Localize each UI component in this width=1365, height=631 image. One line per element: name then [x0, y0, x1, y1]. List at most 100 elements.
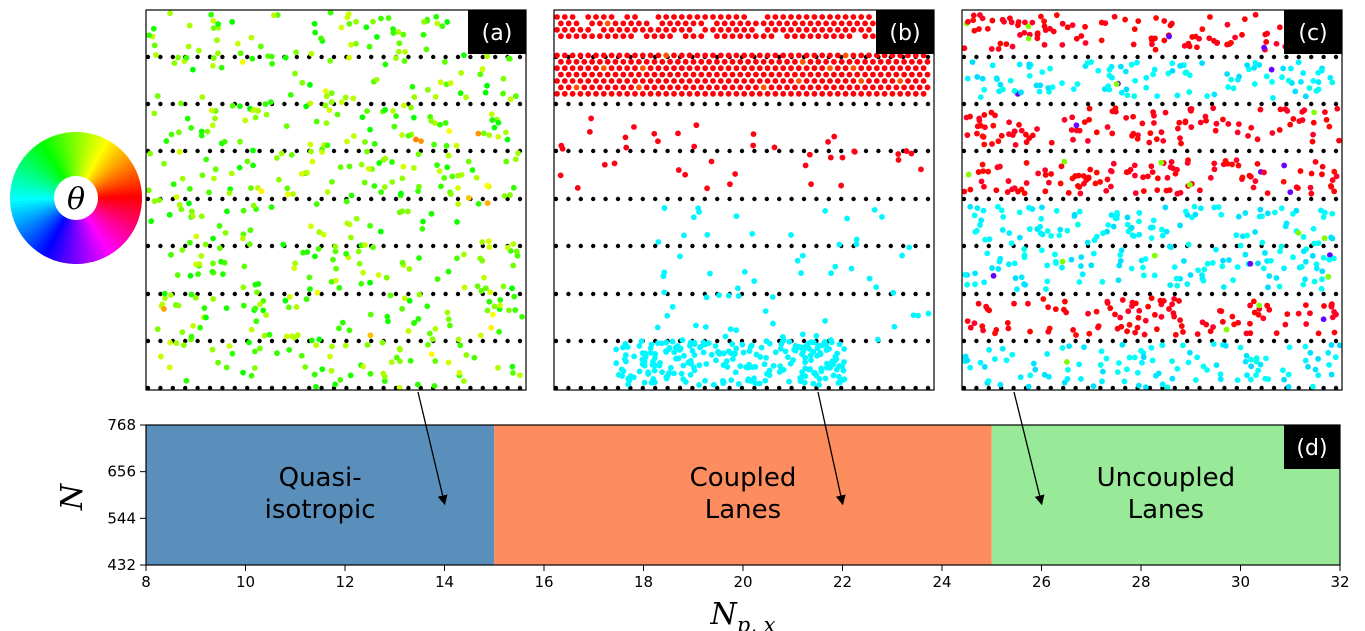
lane-particle	[1073, 122, 1080, 129]
particle	[199, 94, 206, 100]
lane-particle	[1241, 16, 1248, 23]
particle	[229, 350, 236, 357]
cyan-lane-particle	[720, 362, 727, 368]
lane-particle	[1027, 328, 1033, 335]
pinning-site	[1147, 385, 1153, 390]
red-lane-particle	[799, 84, 806, 91]
lane-particle	[1117, 252, 1124, 258]
pinning-site	[690, 385, 695, 390]
pinning-site	[665, 148, 670, 154]
particle	[348, 234, 354, 241]
particle	[180, 342, 187, 349]
pinning-site	[431, 54, 436, 60]
cyan-particle	[762, 308, 769, 315]
red-lane-particle	[831, 33, 837, 40]
red-lane-particle	[655, 65, 662, 72]
red-lane-particle	[745, 58, 751, 65]
particle	[479, 66, 486, 72]
pinning-site	[331, 196, 337, 202]
particle	[454, 255, 460, 262]
lane-particle	[1226, 41, 1233, 47]
particle	[322, 102, 329, 109]
panel-c-tag-box	[1284, 10, 1342, 54]
red-lane-particle	[795, 26, 802, 33]
lane-particle	[1186, 89, 1193, 95]
lane-particle	[1112, 311, 1118, 318]
particle	[505, 55, 512, 62]
pinning-site	[1247, 385, 1252, 390]
red-lane-particle	[554, 26, 560, 33]
red-lane-particle	[702, 26, 709, 33]
pinning-site	[245, 54, 250, 60]
lane-particle	[1029, 19, 1036, 26]
cyan-lane-particle	[624, 344, 631, 350]
pinning-site	[381, 101, 386, 107]
particle	[188, 124, 195, 131]
lane-particle	[1124, 221, 1131, 228]
red-lane-particle	[628, 58, 634, 65]
red-lane-particle	[733, 78, 740, 84]
pinning-site	[245, 196, 250, 202]
pinning-site	[220, 54, 225, 60]
pinning-site	[1247, 101, 1252, 107]
lane-particle	[1141, 331, 1148, 338]
particle	[223, 305, 230, 312]
cyan-particle	[871, 206, 878, 213]
red-lane-particle	[639, 90, 646, 97]
lane-particle	[1117, 257, 1124, 264]
pinning-site	[393, 243, 399, 249]
red-lane-particle	[702, 14, 709, 20]
red-lane-particle	[807, 58, 814, 65]
particle	[268, 53, 275, 60]
particle	[308, 50, 315, 57]
red-lane-particle	[725, 65, 732, 72]
lane-particle	[980, 134, 987, 140]
particle	[515, 150, 521, 157]
pinning-site	[1309, 148, 1314, 154]
pinning-site	[554, 338, 559, 344]
cyan-lane-particle	[823, 347, 830, 353]
pinning-site	[777, 385, 782, 390]
particle	[221, 138, 228, 145]
pinning-site	[381, 385, 386, 390]
lane-particle	[992, 356, 998, 362]
red-lane-particle	[558, 58, 564, 65]
pinning-site	[1123, 291, 1128, 297]
pinning-site	[1222, 101, 1227, 107]
particle	[373, 76, 380, 83]
red-lane-particle	[838, 20, 845, 27]
pinning-site	[826, 148, 831, 154]
pinning-site	[1284, 196, 1289, 202]
red-lane-particle	[690, 84, 697, 91]
lane-particle	[1107, 305, 1114, 312]
x-tick-label: 10	[236, 573, 255, 591]
lane-particle	[1177, 135, 1183, 142]
particle	[399, 305, 406, 312]
lane-particle	[1082, 40, 1089, 46]
lane-particle	[1135, 314, 1142, 321]
cyan-lane-particle	[647, 345, 654, 352]
red-lane-particle	[823, 20, 829, 27]
lane-particle	[1302, 357, 1309, 364]
pinning-site	[789, 243, 794, 249]
pinning-site	[1259, 54, 1264, 60]
pinning-site	[294, 196, 299, 202]
cyan-lane-particle	[836, 341, 843, 348]
pinning-site	[727, 243, 732, 249]
lane-particle	[1167, 164, 1174, 171]
pinning-site	[876, 385, 881, 390]
pinning-site	[1222, 54, 1227, 60]
lane-particle	[1073, 35, 1080, 42]
red-lane-particle	[581, 58, 588, 65]
particle	[177, 100, 184, 107]
particle	[161, 290, 168, 297]
lane-particle	[1123, 86, 1130, 93]
particle	[393, 55, 399, 61]
pinning-site	[962, 291, 967, 297]
cyan-particle	[733, 327, 740, 334]
lane-particle	[1261, 44, 1267, 51]
lane-particle	[1014, 286, 1020, 293]
pinning-site	[727, 385, 732, 390]
pinning-site	[1271, 101, 1277, 107]
pinning-site	[1259, 101, 1264, 107]
